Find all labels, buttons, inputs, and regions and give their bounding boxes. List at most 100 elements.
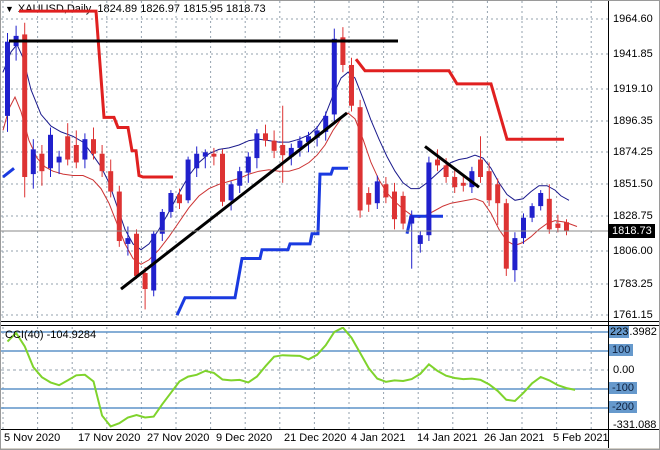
price-label: 1851.50 [613, 178, 653, 190]
bear-candle [383, 184, 389, 198]
bear-candle [366, 193, 372, 205]
resistance-step-line [354, 58, 564, 141]
resistance-step-line [19, 9, 173, 179]
bear-candle [22, 34, 28, 178]
bear-candle [280, 144, 286, 156]
bull-candle [331, 38, 337, 115]
bear-candle [39, 153, 45, 172]
cci-zero-label: 0.00 [613, 364, 635, 376]
bear-candle [142, 273, 148, 290]
bull-candle [297, 140, 303, 148]
bull-candle [288, 147, 294, 157]
bear-candle [503, 203, 509, 269]
bear-candle [392, 191, 397, 220]
bull-candle [82, 139, 88, 160]
bear-candle [220, 153, 225, 202]
bull-candle [159, 211, 165, 234]
cci-max-label: 223.3982 [609, 326, 657, 338]
price-label: 1761.15 [613, 309, 653, 321]
bull-candle [168, 193, 174, 212]
bear-candle [263, 133, 268, 141]
bull-candle [521, 217, 526, 239]
bear-candle [177, 194, 182, 204]
date-label: 14 Jan 2021 [417, 432, 478, 444]
bull-candle [306, 136, 311, 143]
date-label: 4 Jan 2021 [351, 432, 406, 444]
price-label: 1964.60 [613, 13, 653, 25]
cci-indicator-label: CCI(40) -104.9284 [5, 329, 96, 341]
bear-candle [108, 171, 114, 192]
date-label: 5 Feb 2021 [553, 432, 609, 444]
price-label: 1919.10 [613, 83, 653, 95]
bull-candle [151, 233, 157, 291]
time-axis-border [1, 429, 659, 430]
bear-candle [91, 139, 96, 154]
trendline-1[interactable] [120, 111, 348, 291]
ma-upper-line [2, 43, 570, 251]
main-price-chart[interactable] [1, 1, 608, 321]
bull-candle [374, 181, 380, 204]
bear-candle [340, 37, 346, 65]
support-step-line [2, 167, 15, 179]
bear-candle [116, 191, 122, 242]
bull-candle [469, 171, 475, 188]
cci-level-200-badge: 223 [609, 326, 630, 338]
chart-dropdown-icon[interactable]: ▼ [5, 4, 14, 14]
cci-value: -104.9284 [46, 329, 97, 341]
bull-candle [125, 238, 131, 244]
date-label: 9 Dec 2020 [216, 432, 273, 444]
bull-candle [228, 184, 234, 201]
bear-candle [443, 165, 449, 178]
price-label: 1941.85 [613, 48, 653, 60]
bull-candle [529, 206, 535, 218]
bear-candle [271, 140, 277, 151]
trendline-2[interactable] [424, 145, 480, 189]
ohlc-high: 1826.97 [140, 3, 180, 15]
bear-candle [400, 195, 406, 224]
bull-candle [48, 134, 53, 169]
symbol-period-label: XAUUSD,Daily [17, 3, 92, 15]
bull-candle [5, 41, 10, 116]
cci-line [6, 327, 576, 428]
bull-candle [13, 35, 19, 47]
bull-candle [417, 235, 423, 244]
bear-candle [486, 171, 492, 201]
window-bottom-edge [1, 448, 659, 449]
support-step-line [175, 166, 348, 316]
cci-indicator-chart[interactable] [1, 327, 608, 429]
axis-separator-line [608, 1, 609, 448]
date-label: 17 Nov 2020 [78, 432, 141, 444]
bear-candle [460, 182, 466, 186]
support-step-line [405, 214, 443, 235]
bull-candle [426, 162, 432, 236]
time-axis[interactable]: 5 Nov 2020 17 Nov 2020 27 Nov 2020 9 Dec 20… [1, 430, 609, 448]
bear-candle [495, 184, 501, 204]
bull-candle [194, 153, 200, 169]
bull-candle [185, 159, 191, 201]
current-price-badge: 1818.73 [609, 224, 655, 238]
bull-candle [409, 216, 415, 224]
bear-candle [478, 159, 483, 178]
bull-candle [254, 133, 260, 159]
ma-lower-line [2, 95, 578, 265]
price-label: 1896.35 [613, 115, 653, 127]
price-label: 1828.75 [613, 210, 653, 222]
price-label: 1806.00 [613, 245, 653, 257]
bear-candle [349, 64, 354, 106]
date-label: 27 Nov 2020 [147, 432, 210, 444]
price-label: 1874.25 [613, 146, 653, 158]
price-axis[interactable]: 1964.60 1941.85 1919.10 1896.35 1874.25 1851.… [608, 1, 659, 448]
cci-min-label: -331.088 [613, 419, 657, 431]
bull-candle [512, 238, 518, 271]
bear-candle [65, 136, 71, 160]
bear-candle [546, 198, 552, 230]
chart-header: ▼ XAUUSD,Daily 1824.89 1826.97 1815.95 18… [5, 3, 266, 15]
cci-level-badge: -200 [609, 401, 638, 413]
ohlc-open: 1824.89 [97, 3, 138, 15]
cci-level-badge: -100 [609, 382, 638, 394]
panel-splitter[interactable] [1, 321, 659, 326]
bull-candle [202, 152, 208, 157]
price-label: 1783.25 [613, 278, 653, 290]
ohlc-close: 1818.73 [225, 3, 266, 15]
bear-candle [555, 223, 561, 228]
